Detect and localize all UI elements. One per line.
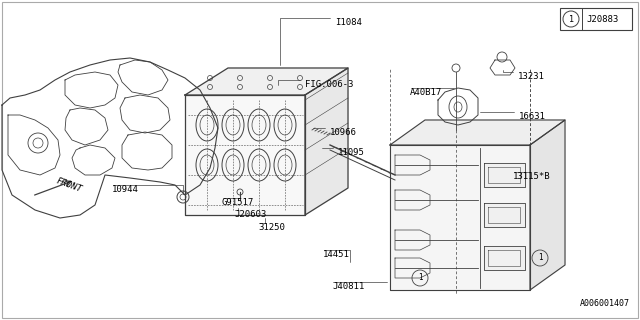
Text: A006001407: A006001407	[580, 299, 630, 308]
Text: J20883: J20883	[586, 14, 618, 23]
Polygon shape	[484, 203, 525, 227]
Text: G91517: G91517	[222, 198, 254, 207]
Polygon shape	[185, 95, 305, 215]
Text: A40B17: A40B17	[410, 88, 442, 97]
Text: 1: 1	[418, 274, 422, 283]
Polygon shape	[390, 120, 565, 145]
Polygon shape	[305, 68, 348, 215]
Text: 13115*B: 13115*B	[513, 172, 550, 181]
Text: 13231: 13231	[518, 72, 545, 81]
Text: J20603: J20603	[234, 210, 266, 219]
Polygon shape	[484, 163, 525, 187]
Text: 10966: 10966	[330, 128, 357, 137]
Text: 11095: 11095	[338, 148, 365, 157]
Text: I1084: I1084	[335, 18, 362, 27]
Text: J40811: J40811	[332, 282, 364, 291]
Polygon shape	[185, 68, 348, 95]
Text: 1: 1	[568, 14, 573, 23]
Text: 1: 1	[538, 253, 542, 262]
Text: FIG.006-3: FIG.006-3	[305, 80, 353, 89]
Text: 16631: 16631	[519, 112, 546, 121]
Polygon shape	[390, 145, 530, 290]
Text: 14451: 14451	[323, 250, 350, 259]
Polygon shape	[530, 120, 565, 290]
Text: FRONT: FRONT	[55, 176, 83, 194]
Polygon shape	[484, 246, 525, 270]
Text: 10944: 10944	[112, 185, 139, 194]
Text: 31250: 31250	[258, 223, 285, 232]
Bar	[560, 8, 632, 30]
